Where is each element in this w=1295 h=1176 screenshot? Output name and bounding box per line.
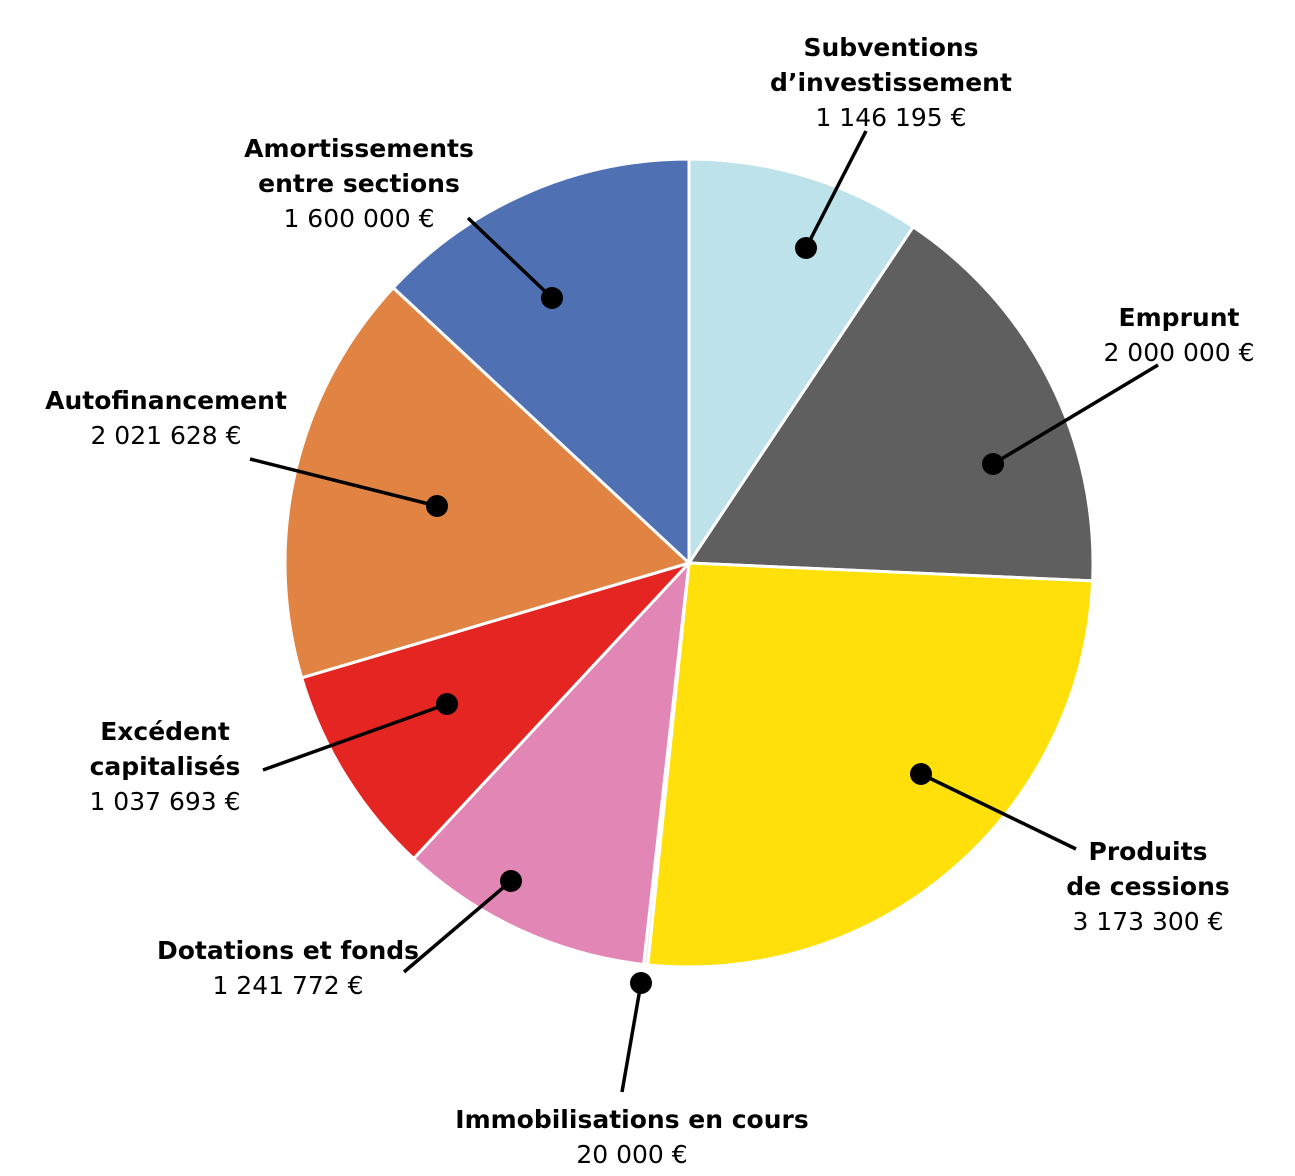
pie-slice-subventions-d-investissement [687, 157, 915, 565]
pie-slice-emprunt [687, 225, 1095, 583]
slice-label-name: entre sections [258, 169, 460, 198]
pie-slice-dotations-et-fonds [412, 561, 691, 966]
leader-line-subventions-d-investissement [804, 130, 868, 249]
slice-label-name: Dotations et fonds [157, 936, 419, 965]
slice-label-name: Produits [1089, 837, 1208, 866]
slice-label-value: 1 146 195 € [815, 103, 966, 132]
slice-label-value: 1 037 693 € [89, 787, 240, 816]
slice-label-name: Excédent [100, 717, 230, 746]
slice-label-value: 3 173 300 € [1072, 907, 1223, 936]
pie-slice-produits-de-cessions [646, 561, 1095, 969]
leader-dot-dotations-et-fonds [500, 870, 522, 892]
slice-label-name: capitalisés [90, 752, 241, 781]
leader-line-produits-de-cessions [920, 772, 1077, 851]
leader-dot-emprunt [982, 453, 1004, 475]
slice-label-value: 2 021 628 € [90, 421, 241, 450]
slice-label-value: 20 000 € [576, 1140, 687, 1169]
pie-slice-amortissements-entre-sections [391, 157, 691, 565]
slice-label-name: de cessions [1066, 872, 1230, 901]
leader-line-excedent-capitalises [262, 702, 448, 772]
slice-label-name: d’investissement [770, 68, 1012, 97]
leader-line-autofinancement [249, 457, 438, 508]
leader-line-emprunt [992, 363, 1159, 466]
leader-dot-autofinancement [426, 495, 448, 517]
leader-dot-excedent-capitalises [436, 693, 458, 715]
slice-label-name: Immobilisations en cours [455, 1105, 808, 1134]
slice-label-name: Subventions [803, 33, 978, 62]
slice-label-value: 1 241 772 € [212, 971, 363, 1000]
pie-slice-excedent-capitalises [300, 561, 691, 861]
slice-label-name: Autofinancement [45, 386, 287, 415]
leader-dot-immobilisations-en-cours [630, 972, 652, 994]
leader-dot-amortissements-entre-sections [541, 287, 563, 309]
slice-label-value: 1 600 000 € [283, 204, 434, 233]
leader-line-dotations-et-fonds [402, 879, 513, 974]
leader-dot-subventions-d-investissement [795, 237, 817, 259]
leader-line-amortissements-entre-sections [466, 216, 554, 300]
slice-label-value: 2 000 000 € [1103, 338, 1254, 367]
slice-labels: Subventions d’investissement 1 146 195 € Em… [45, 33, 1254, 1169]
leader-line-immobilisations-en-cours [620, 982, 643, 1093]
slice-label-name: Emprunt [1119, 303, 1240, 332]
pie-slices [283, 157, 1095, 969]
leader-lines [249, 130, 1159, 1093]
leader-dot-produits-de-cessions [910, 763, 932, 785]
slice-label-name: Amortissements [244, 134, 474, 163]
